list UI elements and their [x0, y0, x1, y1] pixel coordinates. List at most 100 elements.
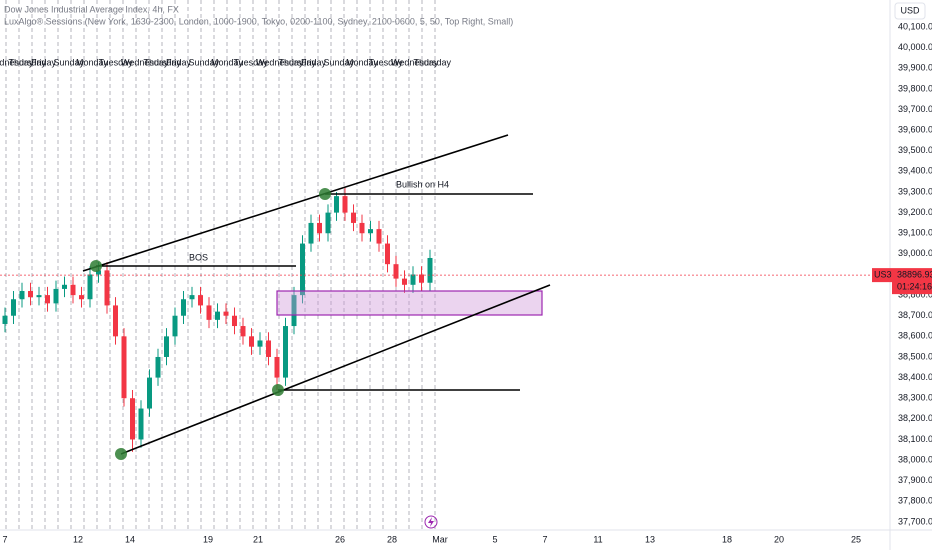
- y-tick-label: 39,200.00: [898, 207, 932, 217]
- x-tick-label: 11: [593, 534, 602, 544]
- weekday-label: Wednesday: [256, 57, 304, 67]
- replay-icon[interactable]: [424, 515, 438, 529]
- candle-body: [45, 295, 50, 304]
- candle-body: [266, 340, 271, 357]
- x-tick-label: 13: [645, 534, 655, 544]
- candle-body: [325, 212, 331, 234]
- pivot-marker: [115, 448, 127, 460]
- weekday-label: Wednesday: [121, 57, 169, 67]
- candle-body: [334, 196, 339, 213]
- candle-body: [189, 295, 195, 300]
- candle-body: [147, 377, 152, 409]
- candle-body: [359, 222, 365, 234]
- candle-body: [62, 284, 67, 289]
- y-tick-label: 39,800.00: [898, 83, 932, 93]
- chart-title: Dow Jones Industrial Average Index, 4h, …: [4, 4, 179, 14]
- weekday-label: Tuesday: [99, 57, 134, 67]
- y-tick-label: 38,400.00: [898, 372, 932, 382]
- weekday-label: Tuesday: [234, 57, 269, 67]
- y-tick-label: 37,700.00: [898, 516, 932, 526]
- candle-body: [342, 196, 348, 213]
- countdown: 01:24:16: [897, 281, 932, 291]
- replay-icon[interactable]: [428, 517, 434, 527]
- indicator-label: LuxAlgo® Sessions (New York, 1630-2300, …: [4, 16, 513, 26]
- weekday-label: Sunday: [189, 57, 220, 67]
- candle-body: [79, 295, 84, 300]
- y-tick-label: 38,200.00: [898, 413, 932, 423]
- candle-body: [113, 305, 118, 337]
- trendline: [82, 134, 509, 272]
- weekday-label: Thursday: [279, 57, 317, 67]
- y-tick-label: 38,500.00: [898, 351, 932, 361]
- weekday-label: Friday: [166, 57, 192, 67]
- x-tick-label: 26: [335, 534, 345, 544]
- annotation: BOS: [189, 252, 208, 262]
- x-tick-label: 25: [851, 534, 861, 544]
- x-tick-label: 7: [542, 534, 547, 544]
- candle-body: [257, 340, 263, 347]
- weekday-label: Tuesday: [369, 57, 404, 67]
- x-tick-label: 28: [387, 534, 397, 544]
- y-tick-label: 38,600.00: [898, 331, 932, 341]
- candle-body: [206, 305, 212, 320]
- candle-body: [164, 336, 169, 357]
- x-tick-label: 18: [722, 534, 732, 544]
- y-tick-label: 39,500.00: [898, 145, 932, 155]
- candle-body: [283, 326, 288, 378]
- y-tick-label: 37,800.00: [898, 496, 932, 506]
- weekday-label: Thursday: [9, 57, 47, 67]
- weekday-label: Friday: [31, 57, 57, 67]
- candle-body: [351, 212, 356, 223]
- y-tick-label: 39,700.00: [898, 104, 932, 114]
- candle-body: [172, 315, 178, 337]
- candle-body: [368, 229, 373, 234]
- candle-body: [36, 295, 42, 298]
- candle-body: [198, 295, 203, 306]
- weekday-label: Monday: [346, 57, 379, 67]
- candle-body: [291, 295, 297, 327]
- candle-body: [232, 315, 237, 327]
- weekday-label: Friday: [301, 57, 327, 67]
- y-tick-label: 38,700.00: [898, 310, 932, 320]
- candle-body: [308, 222, 314, 244]
- candle-body: [70, 284, 76, 296]
- y-tick-label: 38,300.00: [898, 393, 932, 403]
- candle-body: [300, 243, 305, 296]
- pivot-marker: [319, 188, 331, 200]
- y-tick-label: 40,000.00: [898, 42, 932, 52]
- y-tick-label: 37,900.00: [898, 475, 932, 485]
- candle-body: [96, 270, 101, 275]
- weekday-label: Thursday: [414, 57, 452, 67]
- candle-body: [419, 274, 424, 283]
- weekday-label: Monday: [211, 57, 244, 67]
- y-tick-label: 38,800.00: [898, 289, 932, 299]
- currency-button[interactable]: [894, 2, 926, 20]
- x-tick-label: 21: [253, 534, 263, 544]
- weekday-label: Wednesday: [0, 57, 34, 67]
- y-tick-label: 39,100.00: [898, 228, 932, 238]
- x-tick-label: 14: [125, 534, 135, 544]
- x-tick-label: 7: [2, 534, 7, 544]
- pivot-marker: [90, 260, 102, 272]
- weekday-label: Thursday: [144, 57, 182, 67]
- candle-body: [28, 290, 33, 298]
- y-tick-label: 38,100.00: [898, 434, 932, 444]
- candle-body: [215, 311, 220, 320]
- candle-body: [427, 257, 433, 283]
- candle-body: [19, 290, 25, 300]
- candle-body: [410, 274, 416, 285]
- candle-body: [385, 243, 390, 265]
- x-tick-label: 5: [492, 534, 497, 544]
- candle-body: [87, 274, 93, 300]
- trendline: [120, 284, 551, 455]
- weekday-label: Monday: [76, 57, 109, 67]
- candle-body: [53, 288, 59, 304]
- y-tick-label: 39,600.00: [898, 125, 932, 135]
- weekday-label: Wednesday: [391, 57, 439, 67]
- currency[interactable]: USD: [900, 5, 920, 15]
- price-label: 38896.93: [897, 269, 932, 279]
- candle-body: [240, 326, 246, 337]
- candle-body: [104, 270, 110, 306]
- symbol-tag: [872, 268, 892, 283]
- y-tick-label: 40,100.00: [898, 21, 932, 31]
